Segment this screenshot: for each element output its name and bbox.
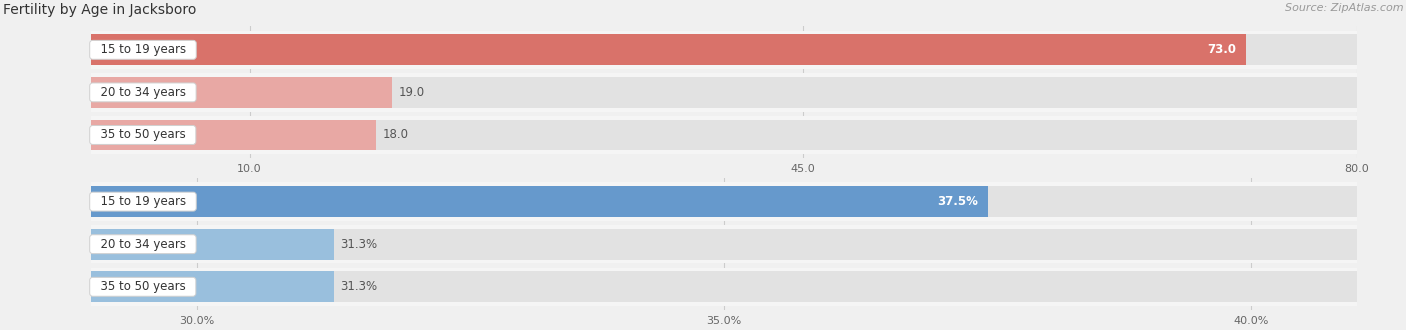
Bar [91, 182, 1357, 221]
Text: 15 to 19 years: 15 to 19 years [93, 43, 193, 56]
Bar [91, 73, 1357, 112]
Bar [91, 186, 987, 217]
Text: 19.0: 19.0 [398, 86, 425, 99]
Bar [91, 77, 1357, 108]
Bar [91, 116, 1357, 154]
Text: Fertility by Age in Jacksboro: Fertility by Age in Jacksboro [3, 3, 197, 17]
Text: Source: ZipAtlas.com: Source: ZipAtlas.com [1285, 3, 1403, 13]
Text: 35 to 50 years: 35 to 50 years [93, 128, 193, 142]
Bar [91, 120, 375, 150]
Bar [91, 35, 1246, 65]
Bar [91, 272, 333, 302]
Bar [91, 120, 1357, 150]
Bar [91, 35, 1357, 65]
Bar [91, 229, 333, 259]
Text: 73.0: 73.0 [1206, 43, 1236, 56]
Text: 18.0: 18.0 [382, 128, 408, 142]
Bar [91, 186, 1357, 217]
Bar [91, 229, 1357, 259]
Bar [91, 31, 1357, 69]
Bar [91, 272, 1357, 302]
Text: 37.5%: 37.5% [936, 195, 977, 208]
Text: 31.3%: 31.3% [340, 238, 377, 251]
Bar [91, 77, 392, 108]
Bar [91, 225, 1357, 263]
Text: 15 to 19 years: 15 to 19 years [93, 195, 193, 208]
Bar [91, 268, 1357, 306]
Text: 31.3%: 31.3% [340, 280, 377, 293]
Text: 20 to 34 years: 20 to 34 years [93, 86, 193, 99]
Text: 35 to 50 years: 35 to 50 years [93, 280, 193, 293]
Text: 20 to 34 years: 20 to 34 years [93, 238, 193, 251]
